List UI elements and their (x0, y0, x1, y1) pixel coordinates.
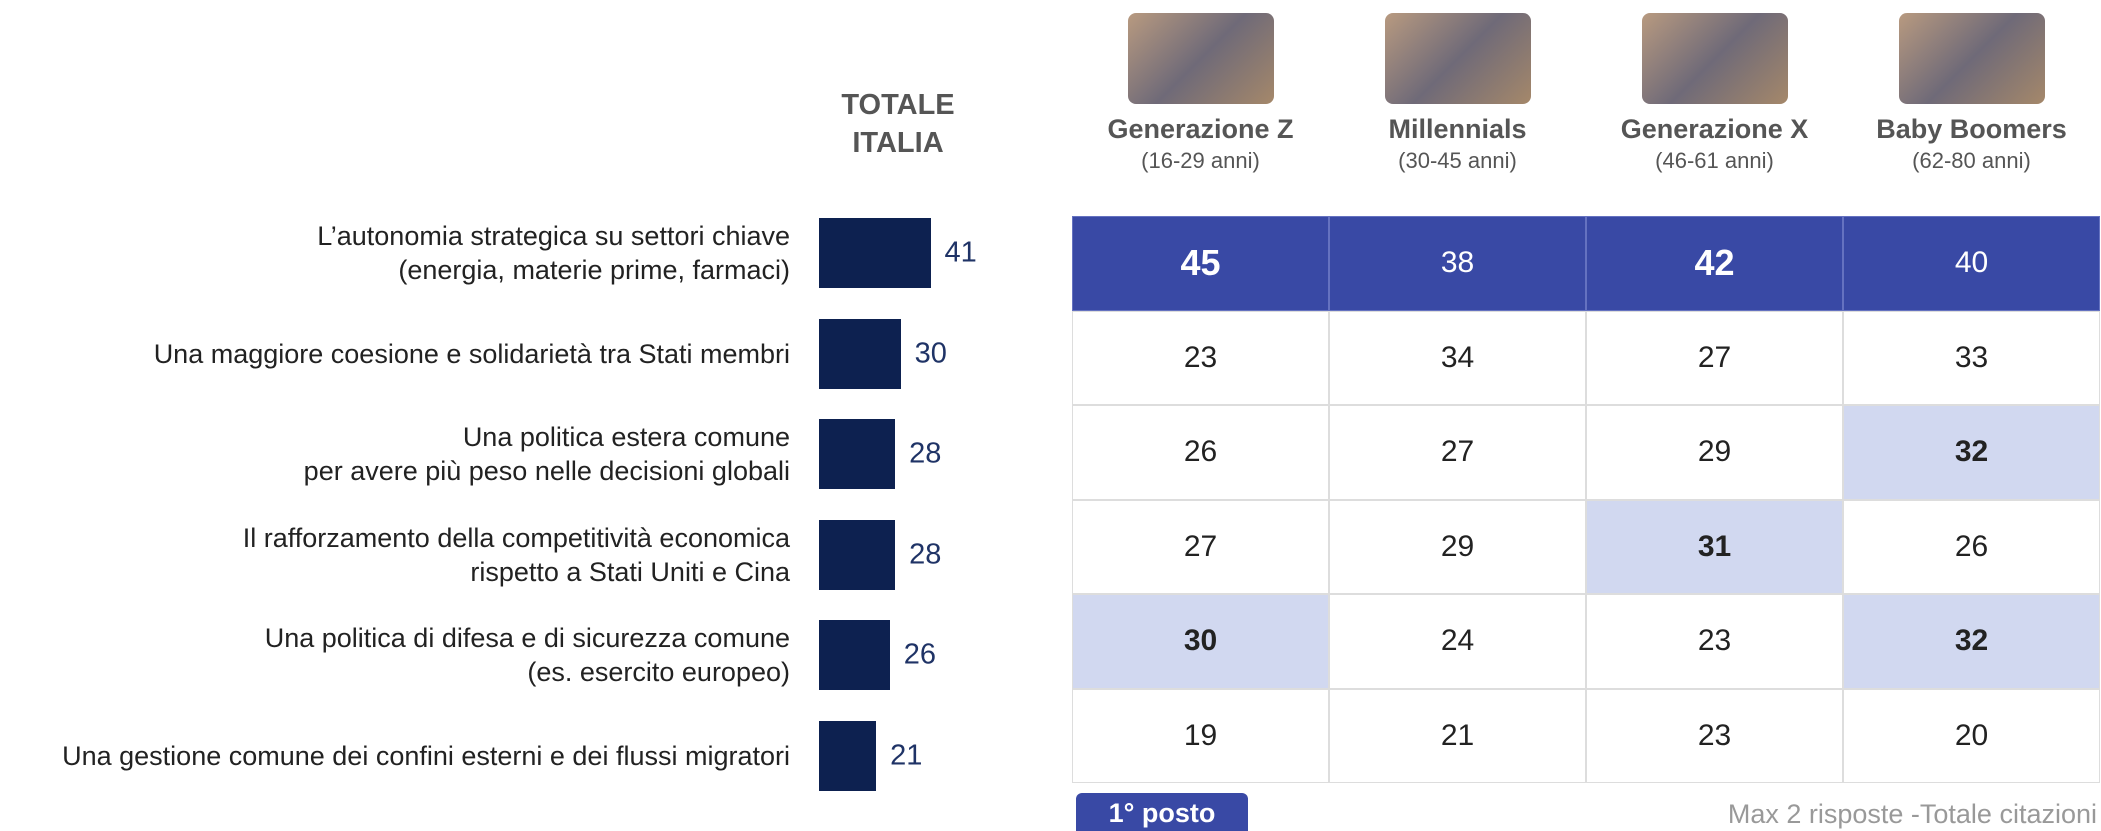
generation-photo (1384, 13, 1531, 104)
bar (819, 519, 896, 590)
table-cell: 40 (1843, 216, 2100, 311)
value-label: 21 (890, 739, 923, 771)
column-name: Generazione Z (1107, 114, 1294, 144)
bar (819, 720, 877, 791)
table-cell: 23 (1586, 594, 1843, 689)
table-cell: 27 (1586, 310, 1843, 405)
table-cell: 29 (1329, 499, 1586, 594)
category-label: Una maggiore coesione e solidarietà tra … (153, 338, 790, 369)
column-sub: (46-61 anni) (1655, 148, 1774, 173)
table-cell: 26 (1072, 405, 1329, 500)
value-label: 28 (909, 538, 942, 570)
table-cell: 42 (1586, 216, 1843, 311)
bar (819, 318, 901, 389)
table-cell: 21 (1329, 688, 1586, 783)
table-cell: 20 (1843, 688, 2100, 783)
table-cell: 23 (1586, 688, 1843, 783)
category-label: Una politica di difesa e di sicurezza co… (264, 623, 790, 687)
table-cell: 32 (1843, 594, 2100, 689)
table-cell: 26 (1843, 499, 2100, 594)
note: Max 2 risposte -Totale citazioni (1727, 799, 2097, 829)
column-sub: (16-29 anni) (1141, 148, 1260, 173)
category-label: Il rafforzamento della competitività eco… (242, 522, 790, 587)
generation-photo (1641, 13, 1788, 104)
value-label: 28 (909, 437, 942, 470)
legend-badge: 1° posto (1076, 793, 1248, 831)
total-title: TOTALE ITALIA (841, 89, 955, 159)
generation-photo (1127, 13, 1274, 104)
table-cell: 30 (1072, 594, 1329, 689)
table-cell: 38 (1329, 216, 1586, 311)
table-cell: 27 (1329, 405, 1586, 500)
value-label: 41 (944, 236, 977, 269)
value-label: 26 (903, 638, 936, 671)
column-sub: (62-80 anni) (1912, 148, 2031, 173)
table-cell: 29 (1586, 405, 1843, 500)
category-label: Una politica estera comune per avere più… (303, 422, 790, 486)
column-name: Generazione X (1620, 114, 1809, 144)
column-sub: (30-45 anni) (1398, 148, 1517, 173)
bar (819, 620, 890, 690)
column-name: Baby Boomers (1876, 114, 2067, 144)
table-cell: 34 (1329, 310, 1586, 405)
table-cell: 33 (1843, 310, 2100, 405)
table-cell: 31 (1586, 499, 1843, 594)
value-label: 30 (914, 337, 947, 369)
generation-photo (1898, 13, 2045, 104)
bar (819, 218, 931, 288)
table-cell: 27 (1072, 499, 1329, 594)
category-label: Una gestione comune dei confini esterni … (62, 740, 790, 771)
table-cell: 19 (1072, 688, 1329, 783)
table-cell: 45 (1072, 216, 1329, 311)
category-label: L’autonomia strategica su settori chiave… (317, 221, 790, 285)
bar (819, 419, 896, 489)
table-cell: 23 (1072, 310, 1329, 405)
table-cell: 24 (1329, 594, 1586, 689)
table-cell: 32 (1843, 405, 2100, 500)
column-name: Millennials (1388, 114, 1527, 144)
